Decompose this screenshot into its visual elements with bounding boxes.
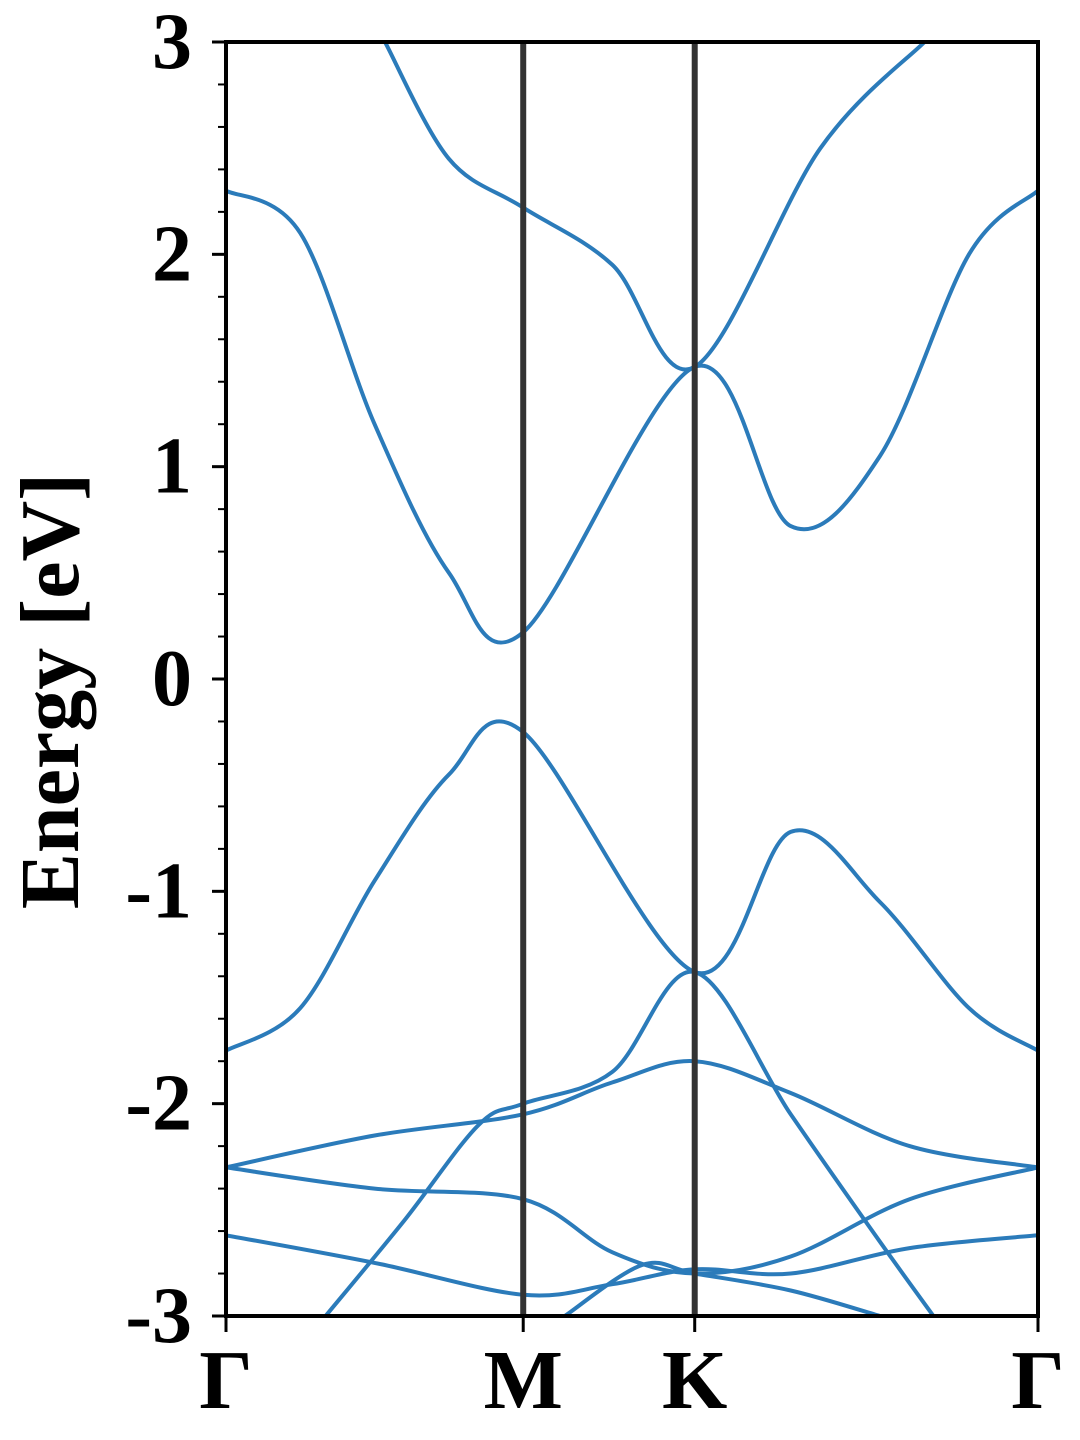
plot-frame — [224, 40, 1040, 1318]
y-ticks-layer: 3 2 1 0 -1 -2 -3 — [125, 0, 226, 1360]
k-point-lines-layer — [520, 42, 698, 1316]
x-tick-label-2: M — [484, 1334, 563, 1427]
y-tick-label: 2 — [152, 210, 192, 298]
band-line-2 — [226, 719, 1038, 1053]
bands-layer — [226, 42, 1038, 1316]
band-line-3 — [383, 42, 926, 372]
x-tick-label-1: Γ — [199, 1334, 252, 1427]
band-line-4 — [324, 969, 936, 1316]
x-tick-label-4: Γ — [1011, 1334, 1064, 1427]
band-line-1 — [226, 188, 1038, 645]
x-tick-label-3: K — [662, 1334, 727, 1427]
y-tick-label: 3 — [152, 0, 192, 86]
y-tick-label: -3 — [125, 1272, 192, 1360]
band-line-5 — [226, 1059, 1038, 1170]
y-tick-label: -2 — [125, 1060, 192, 1148]
y-tick-label: 1 — [152, 423, 192, 511]
y-axis-label: Energy [eV] — [4, 473, 97, 909]
band-line-7 — [226, 1233, 1038, 1298]
y-tick-label: 0 — [152, 635, 192, 723]
y-tick-label: -1 — [125, 847, 192, 935]
